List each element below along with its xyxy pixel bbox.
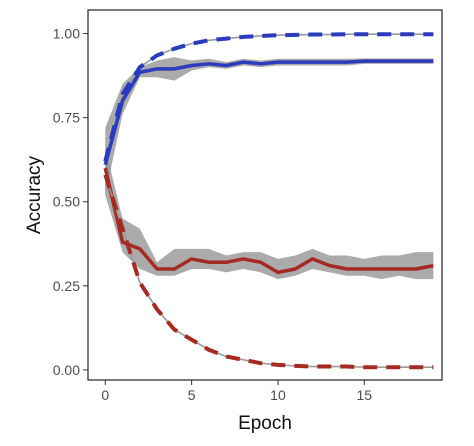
x-tick-label: 0 — [101, 387, 109, 403]
series-1-line — [103, 59, 434, 166]
y-tick-label: 1.00 — [53, 26, 80, 42]
x-axis-title: Epoch — [238, 413, 292, 434]
series-3-line — [103, 174, 434, 370]
series-0-line — [103, 32, 434, 162]
x-tick-label: 5 — [188, 387, 196, 403]
x-tick-label: 10 — [270, 387, 286, 403]
y-axis-title: Accuracy — [24, 155, 45, 234]
series-lines — [103, 32, 434, 370]
series-2-line — [103, 167, 434, 275]
y-tick-label: 0.25 — [53, 278, 80, 294]
y-tick-label: 0.75 — [53, 110, 80, 126]
x-tick-label: 15 — [357, 387, 373, 403]
y-tick-label: 0.00 — [53, 362, 80, 378]
axis-ticks: 0 5 10 15 0.00 0.25 0.50 0.75 1.00 — [53, 26, 373, 403]
y-tick-label: 0.50 — [53, 194, 80, 210]
series-2-band — [105, 147, 434, 280]
